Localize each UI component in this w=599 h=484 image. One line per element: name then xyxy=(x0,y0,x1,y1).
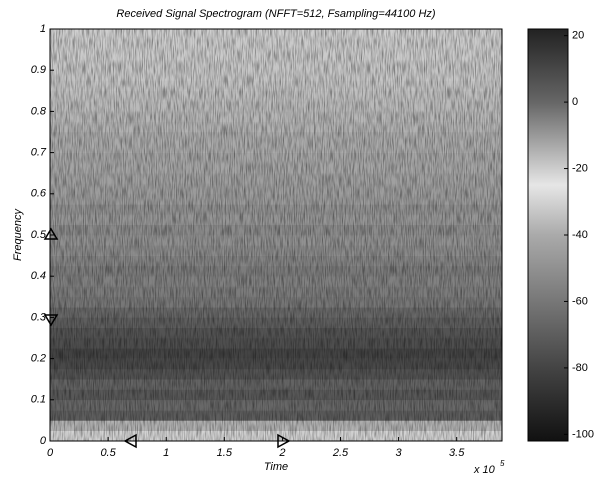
y-tick-label: 0.8 xyxy=(31,105,47,117)
x-tick-label: 3 xyxy=(396,447,403,459)
colorbar-tick-label: -60 xyxy=(572,295,588,307)
x-tick-label: 2.5 xyxy=(332,447,349,459)
colorbar-tick-label: -40 xyxy=(572,229,588,241)
x-tick-label: 3.5 xyxy=(449,447,465,459)
y-tick-label: 0.3 xyxy=(31,311,47,323)
colorbar-tick-label: -100 xyxy=(572,428,594,440)
x-scale-exponent: 5 xyxy=(500,459,505,468)
x-tick-label: 0 xyxy=(47,447,54,459)
y-tick-label: 0.7 xyxy=(31,147,47,159)
x-scale-base: x 10 xyxy=(473,464,496,476)
x-tick-label: 0.5 xyxy=(100,447,116,459)
y-tick-label: 0.9 xyxy=(31,64,46,76)
y-tick-label: 0.1 xyxy=(31,394,46,406)
cursor-marker xyxy=(43,314,59,327)
colorbar-tick-label: 20 xyxy=(572,30,584,42)
y-tick-label: 0.6 xyxy=(31,188,47,200)
chart-title: Received Signal Spectrogram (NFFT=512, F… xyxy=(116,8,435,20)
colorbar-tick-label: -80 xyxy=(572,362,588,374)
y-tick-label: 0.5 xyxy=(31,229,47,241)
colorbar-tick-label: 0 xyxy=(572,96,578,108)
x-axis-label: Time xyxy=(264,461,288,473)
y-tick-label: 0.4 xyxy=(31,270,46,282)
y-axis-label: Frequency xyxy=(12,208,24,261)
cursor-marker xyxy=(43,227,59,240)
colorbar xyxy=(527,28,569,442)
colorbar-tick-label: -20 xyxy=(572,162,588,174)
x-tick-label: 1.5 xyxy=(217,447,233,459)
noise-texture xyxy=(50,29,502,441)
x-tick-label: 2 xyxy=(278,447,285,459)
x-tick-label: 1 xyxy=(163,447,169,459)
y-tick-label: 0 xyxy=(40,435,47,447)
plot-area xyxy=(50,29,502,442)
y-tick-label: 0.2 xyxy=(31,353,46,365)
y-tick-label: 1 xyxy=(40,23,46,35)
